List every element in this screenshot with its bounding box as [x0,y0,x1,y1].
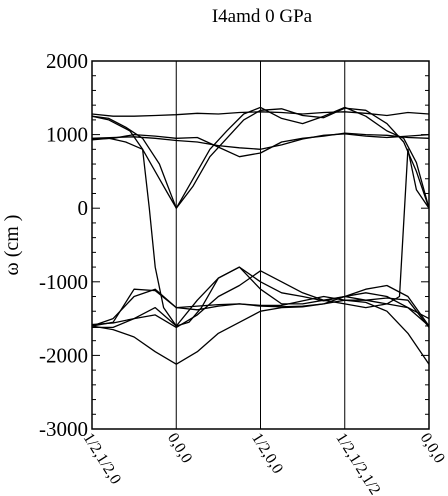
y-axis-label: ω (cm ) [1,215,23,276]
plot-frame [91,60,430,430]
band-line-10 [91,288,430,328]
y-tick-label: -1000 [39,270,88,294]
y-tick-label: 2000 [46,49,88,73]
band-line-4 [91,111,430,117]
band-line-8 [91,270,430,329]
x-tick-label: 0,0,0 [164,430,195,466]
x-tick-label: 0,0,0 [417,430,448,466]
band-line-6 [91,132,430,158]
x-tick-label: 1/2,1/2,1/2 [332,430,383,496]
y-tick-label: -3000 [39,417,88,441]
y-tick-label: 0 [78,196,89,220]
chart-title: I4amd 0 GPa [212,6,313,27]
y-tick-label: -2000 [39,343,88,367]
y-tick-label: 1000 [46,123,88,147]
band-line-7 [91,299,430,365]
band-line-2 [91,106,430,209]
band-line-11 [92,266,430,329]
x-tick-label: 1/2,1/2,0 [80,430,125,487]
band-line-9 [91,288,430,327]
band-line-3 [91,107,430,209]
band-line-5 [91,133,430,150]
x-tick-label: 1/2,0,0 [248,430,286,477]
